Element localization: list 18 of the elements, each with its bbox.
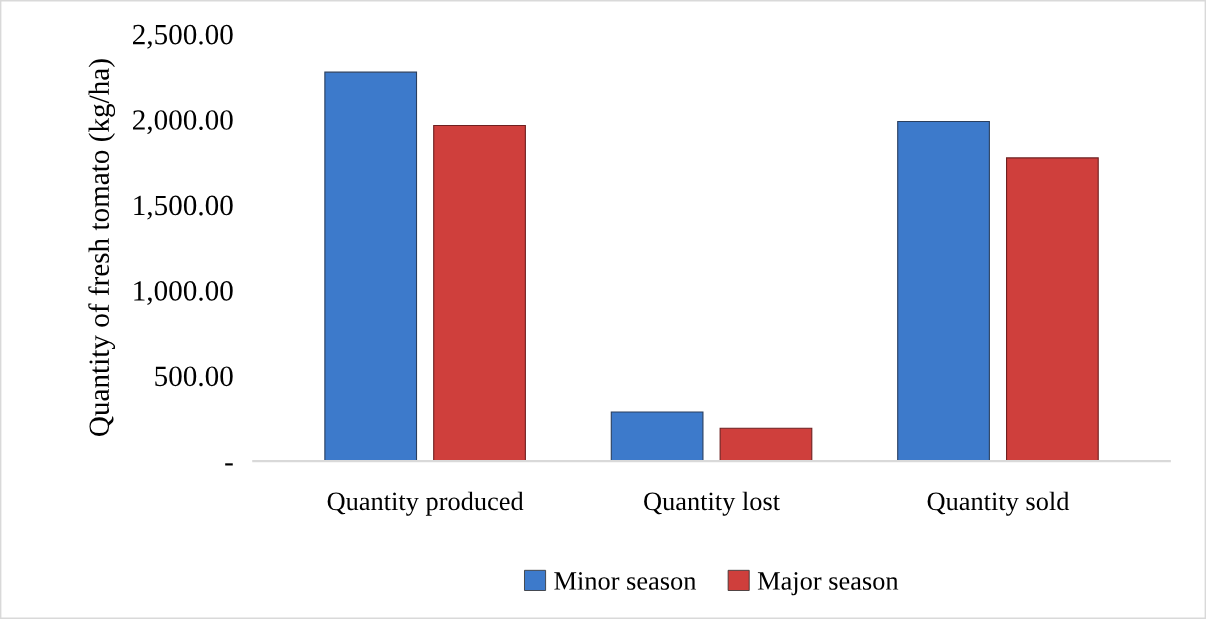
y-tick-label: - xyxy=(225,463,233,466)
y-axis-title: Quantity of fresh tomato (kg/ha) xyxy=(88,59,116,436)
bar xyxy=(719,427,813,462)
y-tick-label: 1,000.00 xyxy=(134,281,233,305)
x-tick-label: Quantity produced xyxy=(327,491,524,516)
bar xyxy=(1006,157,1099,462)
legend-label: Major season xyxy=(757,572,899,596)
bar xyxy=(324,71,418,462)
y-tick-label: 2,000.00 xyxy=(133,110,233,135)
y-tick-label: 1,500.00 xyxy=(134,195,233,220)
y-tick-label: 2,500.00 xyxy=(133,24,233,49)
bar xyxy=(433,124,526,462)
y-tick-label: 500.00 xyxy=(155,366,233,387)
legend-label: Minor season xyxy=(554,572,697,590)
bar xyxy=(897,120,990,462)
x-tick-label: Quantity lost xyxy=(644,491,780,516)
x-tick-label: Quantity sold xyxy=(927,491,1070,516)
bar xyxy=(610,411,704,462)
